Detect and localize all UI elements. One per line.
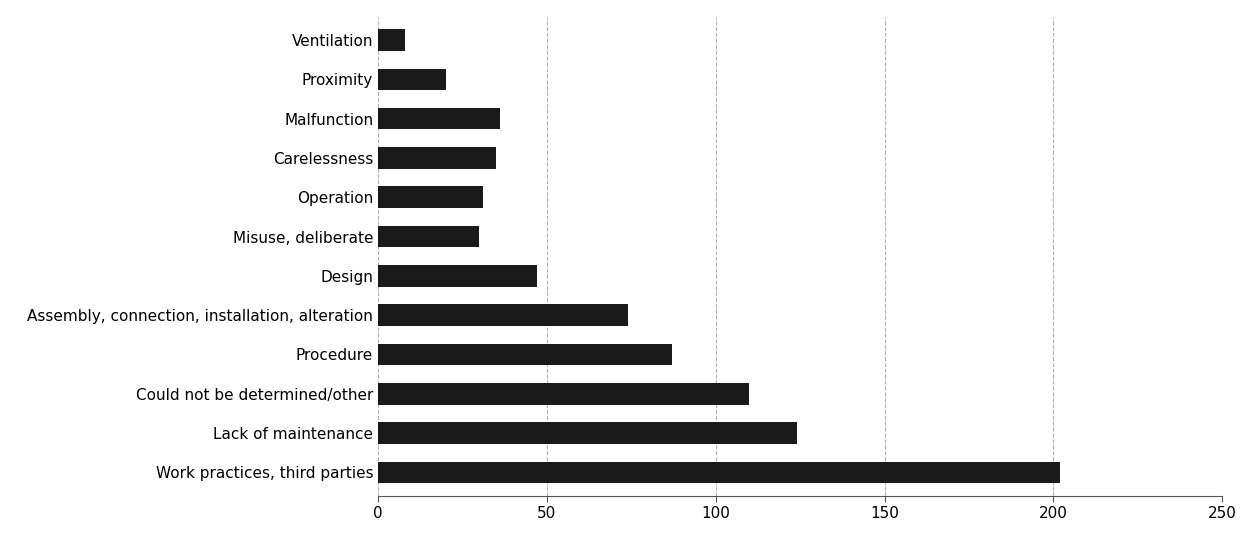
Bar [378, 186, 483, 208]
Bar [378, 68, 446, 90]
Bar [378, 304, 627, 326]
Bar [378, 383, 750, 404]
Bar [378, 462, 1060, 483]
Bar [378, 147, 496, 169]
Bar [378, 344, 672, 365]
Bar [378, 422, 796, 444]
Bar [378, 265, 537, 287]
Bar [378, 226, 479, 247]
Bar [378, 29, 404, 51]
Bar [378, 108, 499, 129]
